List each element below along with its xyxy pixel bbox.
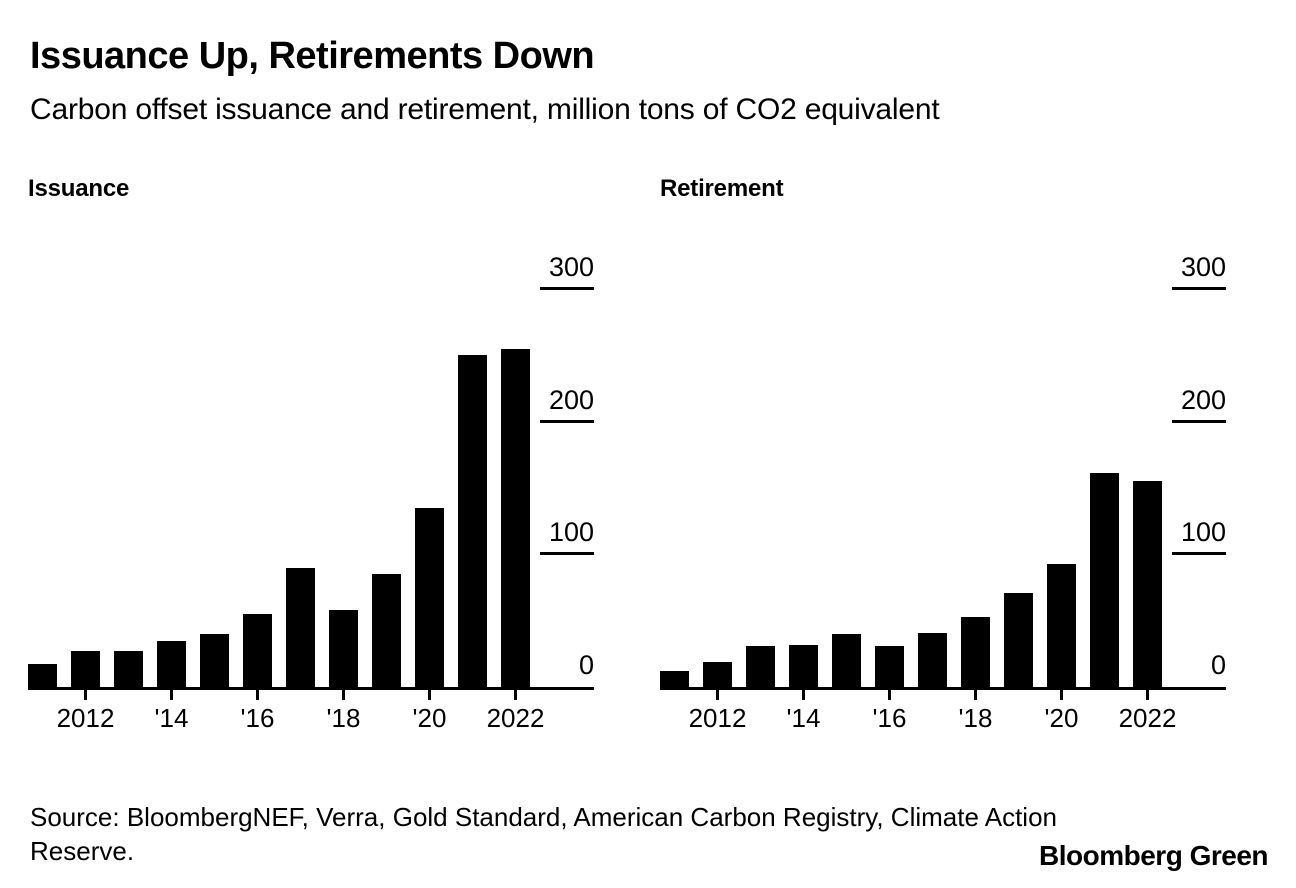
x-tick-label: '16	[872, 703, 907, 733]
bar-2019	[372, 574, 401, 687]
bar-2013	[114, 651, 143, 687]
bar-2015	[200, 634, 229, 687]
x-tick-mark	[974, 690, 977, 700]
y-tick-label: 100	[1180, 517, 1226, 548]
y-tick-dash	[540, 419, 594, 423]
x-tick-label: '16	[240, 703, 275, 733]
x-tick-label: 2012	[56, 703, 115, 733]
bar-2020	[415, 508, 444, 687]
x-tick-label: '20	[412, 703, 447, 733]
x-tick-mark	[802, 690, 805, 700]
y-tick-label: 0	[1210, 650, 1226, 680]
bar-2021	[1090, 473, 1119, 687]
x-tick-mark	[342, 690, 345, 700]
x-tick-label: '14	[786, 703, 821, 733]
source-text: Source: BloombergNEF, Verra, Gold Standa…	[30, 802, 1057, 866]
y-tick-dash	[540, 286, 594, 290]
x-tick-mark	[716, 690, 719, 700]
x-tick-label: '20	[1044, 703, 1079, 733]
x-tick-label: '18	[326, 703, 361, 733]
x-tick-label: 2022	[1118, 703, 1177, 733]
bar-2016	[875, 646, 904, 687]
y-tick-label: 200	[548, 384, 594, 415]
bar-2018	[961, 617, 990, 687]
issuance-chart-panel: Issuance 0 100 200 300 2012 '14 '16 '18 '20 2022	[28, 175, 594, 775]
retirement-chart-title: Retirement	[660, 175, 784, 202]
bar-2014	[789, 645, 818, 687]
y-tick-dash	[1172, 552, 1226, 556]
bar-2012	[71, 651, 100, 687]
bar-2013	[746, 646, 775, 687]
x-tick-mark	[1146, 690, 1149, 700]
bar-2022	[501, 349, 530, 687]
y-tick-dash	[1172, 419, 1226, 423]
x-tick-label: 2012	[688, 703, 747, 733]
bar-2020	[1047, 564, 1076, 687]
bar-2018	[329, 610, 358, 687]
bar-2021	[458, 355, 487, 687]
bar-2011	[28, 664, 57, 687]
bar-2017	[286, 568, 315, 687]
x-tick-label: 2022	[486, 703, 545, 733]
bar-2017	[918, 633, 947, 687]
issuance-plot-area: 0 100 200 300 2012 '14 '16 '18 '20 2022	[28, 175, 594, 775]
x-axis-line	[660, 687, 1226, 690]
x-tick-mark	[888, 690, 891, 700]
y-tick-label: 300	[1180, 251, 1226, 282]
y-tick-label: 200	[1180, 384, 1226, 415]
bar-2015	[832, 634, 861, 687]
bar-2011	[660, 671, 689, 687]
y-tick-label: 300	[548, 251, 594, 282]
bar-2014	[157, 641, 186, 687]
x-tick-label: '18	[958, 703, 993, 733]
brand-logo: Bloomberg Green	[1039, 840, 1268, 871]
x-tick-mark	[256, 690, 259, 700]
x-tick-mark	[170, 690, 173, 700]
y-tick-dash	[1172, 286, 1226, 290]
y-tick-dash	[540, 552, 594, 556]
page-subtitle: Carbon offset issuance and retirement, m…	[30, 93, 940, 126]
y-tick-label: 0	[578, 650, 594, 680]
x-tick-mark	[428, 690, 431, 700]
retirement-plot-area: 0 100 200 300 2012 '14 '16 '18 '20 2022	[660, 175, 1226, 775]
bar-2019	[1004, 593, 1033, 687]
x-tick-label: '14	[154, 703, 189, 733]
bar-2022	[1133, 481, 1162, 687]
bar-2016	[243, 614, 272, 687]
x-tick-mark	[1060, 690, 1063, 700]
x-tick-mark	[514, 690, 517, 700]
x-axis-line	[28, 687, 594, 690]
retirement-chart-panel: Retirement 0 100 200 300 2012 '14 '16 '18 '20 202…	[660, 175, 1226, 775]
bar-2012	[703, 662, 732, 687]
page-title: Issuance Up, Retirements Down	[30, 35, 595, 77]
x-tick-mark	[84, 690, 87, 700]
issuance-chart-title: Issuance	[28, 175, 130, 202]
y-tick-label: 100	[548, 517, 594, 548]
